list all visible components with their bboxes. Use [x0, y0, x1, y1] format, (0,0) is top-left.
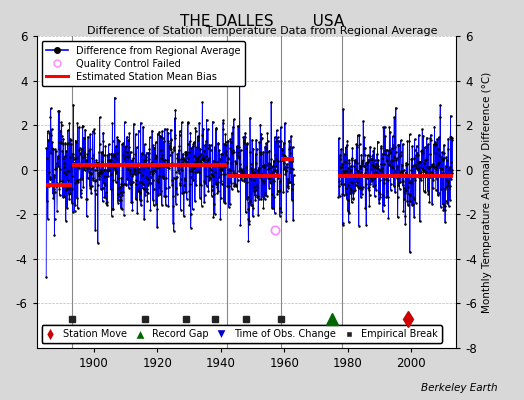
Text: THE DALLES        USA: THE DALLES USA: [180, 14, 344, 29]
Y-axis label: Monthly Temperature Anomaly Difference (°C): Monthly Temperature Anomaly Difference (…: [482, 71, 493, 313]
Legend: Station Move, Record Gap, Time of Obs. Change, Empirical Break: Station Move, Record Gap, Time of Obs. C…: [41, 325, 442, 343]
Text: Difference of Station Temperature Data from Regional Average: Difference of Station Temperature Data f…: [87, 26, 437, 36]
Text: Berkeley Earth: Berkeley Earth: [421, 383, 498, 393]
